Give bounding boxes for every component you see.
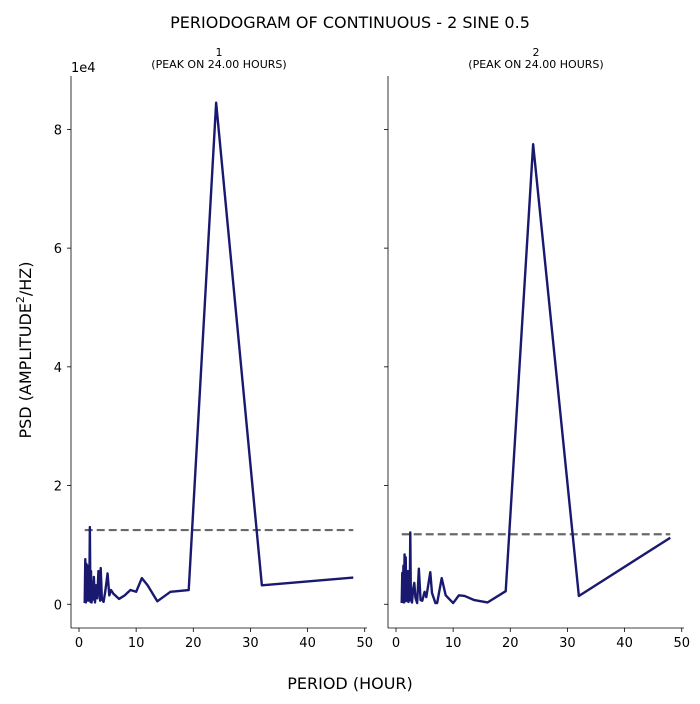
x-tick-label: 30 — [242, 636, 259, 651]
y-tick-label: 6 — [54, 242, 62, 257]
y-tick-label: 2 — [54, 480, 62, 495]
x-tick-label: 50 — [673, 636, 690, 651]
y-axis-label-superscript: 2 — [14, 296, 27, 303]
subplot-title-peak: (PEAK ON 24.00 HOURS) — [151, 58, 286, 71]
x-tick-label: 40 — [299, 636, 316, 651]
y-axis-label-main: PSD (AMPLITUDE — [16, 303, 35, 438]
x-tick-label: 20 — [502, 636, 519, 651]
figure-title: PERIODOGRAM OF CONTINUOUS - 2 SINE 0.5 — [170, 13, 530, 32]
x-tick-label: 0 — [392, 636, 400, 651]
y-scale-factor: 1e4 — [71, 61, 96, 76]
subplot-title-index: 2 — [533, 46, 540, 59]
y-tick-label: 4 — [54, 361, 62, 376]
subplot-1: 1(PEAK ON 24.00 HOURS) 0 10 20 30 40 50 0 2 4 6 8 — [54, 46, 373, 651]
subplot-title-index: 1 — [216, 46, 223, 59]
subplot-title-peak: (PEAK ON 24.00 HOURS) — [468, 58, 603, 71]
psd-series-line — [400, 143, 671, 605]
subplot-2: 2(PEAK ON 24.00 HOURS) 0 10 20 30 40 50 — [384, 46, 690, 651]
x-tick-label: 30 — [559, 636, 576, 651]
x-tick-label: 0 — [75, 636, 83, 651]
x-tick-label: 40 — [616, 636, 633, 651]
psd-series-line — [83, 101, 354, 604]
x-tick-label: 10 — [128, 636, 145, 651]
x-tick-label: 10 — [445, 636, 462, 651]
x-tick-label: 50 — [356, 636, 373, 651]
x-axis-label: PERIOD (HOUR) — [287, 674, 413, 693]
y-axis-label-tail: /HZ) — [16, 261, 35, 296]
x-tick-label: 20 — [185, 636, 202, 651]
y-tick-label: 0 — [54, 598, 62, 613]
y-axis-label: PSD (AMPLITUDE2/HZ) — [14, 261, 35, 438]
y-tick-label: 8 — [54, 123, 62, 138]
